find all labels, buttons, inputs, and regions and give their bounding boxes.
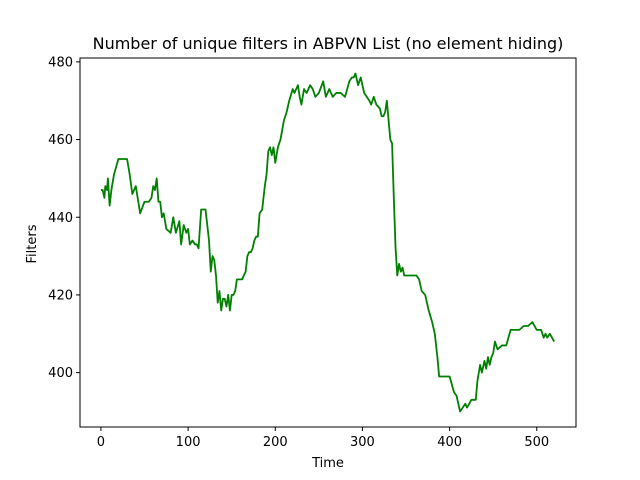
chart-title: Number of unique filters in ABPVN List (… bbox=[93, 34, 564, 53]
x-axis-ticks: 0 100 200 300 400 500 bbox=[97, 427, 549, 450]
series-line-0 bbox=[100, 72, 555, 413]
y-axis-label: Filters bbox=[25, 224, 40, 263]
y-tick-label: 400 bbox=[48, 366, 73, 381]
y-tick-label: 440 bbox=[48, 211, 73, 226]
axes-frame bbox=[79, 57, 577, 428]
y-tick-label: 460 bbox=[48, 133, 73, 148]
plot-area bbox=[79, 57, 577, 428]
x-tick-label: 100 bbox=[176, 435, 201, 450]
x-tick-label: 500 bbox=[524, 435, 549, 450]
y-tick-label: 480 bbox=[48, 55, 73, 70]
x-tick-label: 400 bbox=[437, 435, 462, 450]
x-axis-label: Time bbox=[311, 456, 344, 471]
x-tick-label: 200 bbox=[263, 435, 288, 450]
x-tick-label: 0 bbox=[97, 435, 105, 450]
y-tick-label: 420 bbox=[48, 288, 73, 303]
x-tick-label: 300 bbox=[350, 435, 375, 450]
y-axis-ticks: 400 420 440 460 480 bbox=[48, 55, 80, 381]
